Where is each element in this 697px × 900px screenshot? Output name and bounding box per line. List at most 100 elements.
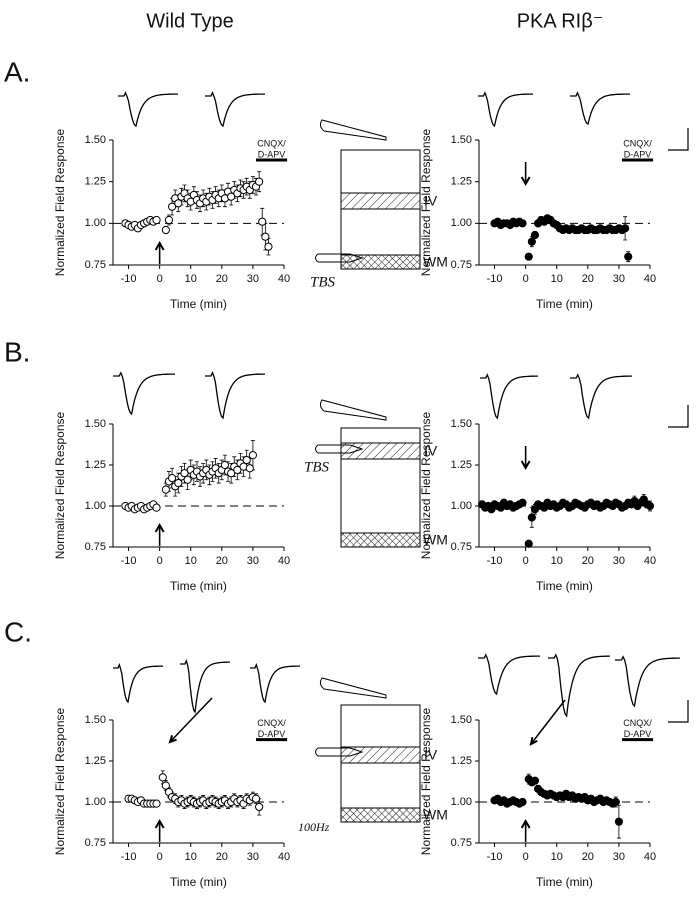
trace bbox=[615, 655, 680, 708]
stimulus-label: TBS bbox=[310, 274, 336, 290]
pointer-arrow-head bbox=[529, 736, 538, 746]
x-tick-label: 0 bbox=[157, 273, 163, 285]
y-tick-label: 1.50 bbox=[451, 714, 472, 726]
data-point bbox=[180, 469, 189, 478]
x-axis-label: Time (min) bbox=[170, 297, 227, 311]
trace bbox=[118, 91, 178, 128]
y-axis-label: Normalized Field Response bbox=[419, 707, 433, 855]
x-tick-label: 10 bbox=[185, 555, 197, 567]
data-point bbox=[227, 469, 236, 478]
x-tick-label: 20 bbox=[216, 555, 228, 567]
y-axis-label: Normalized Field Response bbox=[53, 707, 67, 855]
data-point bbox=[527, 513, 536, 522]
data-point bbox=[255, 177, 264, 186]
x-tick-label: -10 bbox=[121, 555, 137, 567]
stimulating-electrode bbox=[315, 747, 364, 757]
layer-label: WM bbox=[423, 807, 448, 823]
data-point bbox=[518, 797, 527, 807]
x-axis-label: Time (min) bbox=[170, 875, 227, 889]
trace bbox=[570, 91, 630, 126]
data-point bbox=[614, 817, 624, 826]
y-tick-label: 0.75 bbox=[451, 541, 472, 553]
data-point bbox=[261, 232, 270, 241]
trace bbox=[480, 373, 538, 420]
y-tick-label: 1.25 bbox=[85, 176, 106, 188]
layer-iv bbox=[340, 746, 421, 764]
data-point bbox=[233, 465, 242, 475]
data-point bbox=[227, 192, 236, 201]
stimulus-arrow bbox=[520, 446, 531, 471]
data-point bbox=[524, 539, 533, 548]
y-tick-label: 0.75 bbox=[451, 837, 472, 849]
y-axis-label: Normalized Field Response bbox=[419, 128, 433, 276]
data-point bbox=[174, 478, 183, 488]
trace bbox=[478, 653, 540, 696]
x-tick-label: 40 bbox=[644, 555, 656, 567]
y-tick-label: 1.00 bbox=[85, 500, 106, 512]
data-point bbox=[161, 485, 170, 494]
y-axis-label: Normalized Field Response bbox=[53, 128, 67, 276]
y-tick-label: 1.50 bbox=[85, 134, 106, 146]
trace bbox=[478, 91, 533, 128]
x-tick-label: -10 bbox=[487, 555, 503, 567]
recording-electrode bbox=[319, 119, 387, 141]
x-tick-label: 10 bbox=[185, 273, 197, 285]
data-point bbox=[611, 797, 620, 807]
x-tick-label: 20 bbox=[216, 851, 228, 863]
data-point bbox=[152, 215, 161, 225]
pointer-arrow-head bbox=[168, 735, 177, 744]
trace bbox=[548, 653, 610, 718]
layer-wm bbox=[340, 807, 421, 823]
layer-label: WM bbox=[423, 532, 448, 548]
x-tick-label: 0 bbox=[157, 851, 163, 863]
x-tick-label: -10 bbox=[487, 273, 503, 285]
y-axis-label: Normalized Field Response bbox=[419, 411, 433, 559]
data-point bbox=[164, 215, 174, 225]
annotation-text: D-APV bbox=[258, 729, 286, 739]
y-tick-label: 1.50 bbox=[451, 418, 472, 430]
arrow-head bbox=[520, 818, 531, 829]
layer-label: IV bbox=[424, 747, 438, 763]
data-point bbox=[152, 799, 161, 808]
x-tick-label: 0 bbox=[523, 273, 529, 285]
data-point bbox=[248, 451, 258, 460]
x-tick-label: 20 bbox=[582, 273, 594, 285]
recording-electrode bbox=[319, 677, 387, 699]
x-tick-label: 30 bbox=[613, 851, 625, 863]
y-tick-label: 1.00 bbox=[451, 796, 472, 808]
layer-wm bbox=[340, 532, 421, 548]
y-tick-label: 0.75 bbox=[85, 259, 106, 271]
y-tick-label: 0.75 bbox=[85, 541, 106, 553]
data-point bbox=[152, 503, 161, 512]
x-tick-label: 40 bbox=[644, 851, 656, 863]
arrow-head bbox=[154, 522, 165, 533]
data-point bbox=[161, 225, 170, 235]
stimulating-electrode bbox=[315, 253, 364, 263]
x-tick-label: 40 bbox=[644, 273, 656, 285]
stimulus-label: 100Hz bbox=[298, 820, 330, 834]
data-point bbox=[158, 773, 167, 782]
data-point bbox=[251, 794, 261, 803]
x-tick-label: 30 bbox=[247, 851, 259, 863]
x-tick-label: -10 bbox=[121, 851, 137, 863]
scale-bars bbox=[668, 128, 689, 723]
x-tick-label: 40 bbox=[278, 851, 290, 863]
x-tick-label: 0 bbox=[523, 555, 529, 567]
annotation-text: CNQX/ bbox=[257, 138, 286, 148]
layer-iv bbox=[340, 442, 421, 460]
stimulus-arrow bbox=[154, 522, 165, 546]
annotation-text: D-APV bbox=[624, 729, 652, 739]
stimulus-arrow bbox=[520, 818, 531, 842]
layer-label: WM bbox=[423, 254, 448, 270]
x-tick-label: 30 bbox=[613, 555, 625, 567]
data-point bbox=[220, 460, 230, 470]
x-tick-label: 20 bbox=[582, 555, 594, 567]
x-tick-label: 40 bbox=[278, 555, 290, 567]
data-point bbox=[264, 242, 273, 251]
y-tick-label: 1.25 bbox=[85, 459, 106, 471]
annotation-text: CNQX/ bbox=[623, 718, 652, 728]
y-tick-label: 1.25 bbox=[451, 459, 472, 471]
x-tick-label: 0 bbox=[523, 851, 529, 863]
y-axis-label: Normalized Field Response bbox=[53, 411, 67, 559]
